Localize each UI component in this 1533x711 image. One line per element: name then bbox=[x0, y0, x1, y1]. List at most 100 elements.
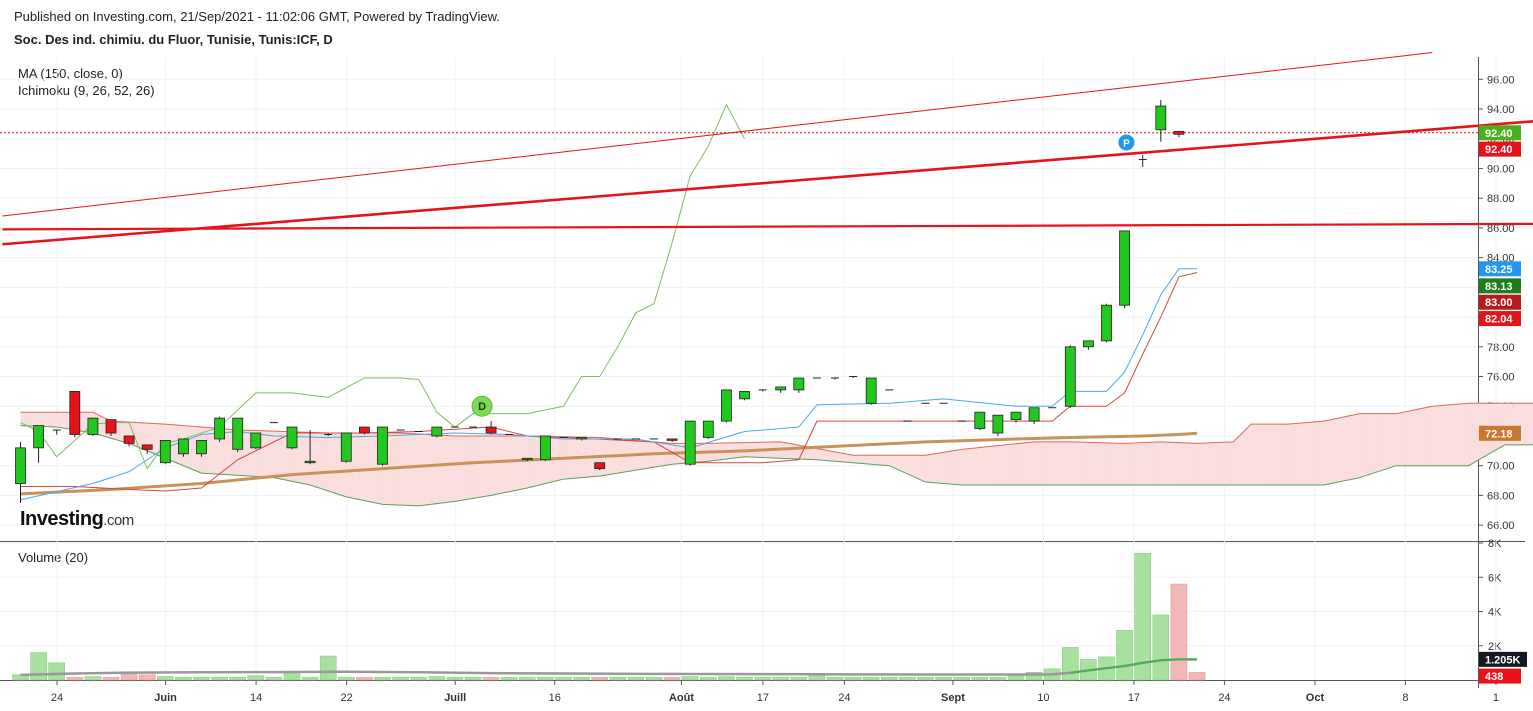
ichimoku-cloud-segment bbox=[1296, 422, 1306, 486]
price-badge-label: 83.13 bbox=[1485, 281, 1513, 293]
volume-tick-label: 4K bbox=[1488, 607, 1502, 619]
y-tick-label: 66.00 bbox=[1487, 520, 1515, 532]
ichimoku-cloud-segment bbox=[1133, 442, 1143, 486]
volume-bar bbox=[899, 677, 916, 681]
ichimoku-cloud-segment bbox=[1061, 441, 1071, 486]
ichimoku-legend[interactable]: Ichimoku (9, 26, 52, 26) bbox=[18, 83, 155, 98]
volume-bar bbox=[573, 677, 590, 681]
x-tick-label: 17 bbox=[1128, 692, 1140, 704]
x-tick-label: 24 bbox=[838, 692, 850, 704]
x-tick-label: 22 bbox=[340, 692, 352, 704]
volume-bar bbox=[48, 662, 66, 681]
candle-down bbox=[666, 438, 678, 441]
ichimoku-cloud-segment bbox=[445, 435, 455, 503]
ichimoku-cloud-segment bbox=[1459, 403, 1469, 466]
ichimoku-cloud-segment bbox=[301, 432, 311, 486]
ichimoku-cloud-segment bbox=[862, 455, 872, 465]
ichimoku-cloud-segment bbox=[1178, 442, 1188, 486]
ichimoku-cloud-segment bbox=[319, 432, 329, 491]
ichimoku-cloud-segment bbox=[934, 452, 944, 484]
volume-legend[interactable]: Volume (20) bbox=[18, 550, 89, 565]
x-tick-label: Sept bbox=[941, 692, 965, 704]
ichimoku-cloud-segment bbox=[500, 435, 510, 494]
ichimoku-cloud-segment bbox=[889, 455, 899, 470]
candle-down bbox=[1173, 130, 1185, 135]
ichimoku-cloud-segment bbox=[1287, 423, 1297, 486]
ichimoku-cloud-segment bbox=[979, 446, 989, 486]
candle-up bbox=[721, 389, 732, 422]
ichimoku-cloud-segment bbox=[1070, 441, 1080, 486]
ichimoku-cloud-segment bbox=[1233, 432, 1243, 486]
price-badge-label: 82.04 bbox=[1485, 314, 1513, 326]
volume-badge bbox=[1479, 668, 1521, 684]
ichimoku-cloud-segment bbox=[138, 422, 148, 451]
ichimoku-cloud-segment bbox=[1378, 413, 1388, 472]
ichimoku-cloud-segment bbox=[1396, 411, 1406, 466]
volume-bar bbox=[66, 677, 84, 681]
chikou-span bbox=[20, 104, 745, 470]
x-tick-label: Août bbox=[669, 692, 694, 704]
y-tick-label: 68.00 bbox=[1487, 490, 1515, 502]
volume-bar bbox=[301, 677, 319, 681]
volume-bar bbox=[30, 652, 47, 681]
x-tick-label: Oct bbox=[1306, 692, 1325, 704]
ichimoku-cloud-segment bbox=[970, 447, 980, 486]
volume-bar bbox=[229, 677, 246, 681]
ichimoku-cloud-segment bbox=[1016, 442, 1026, 486]
volume-bar bbox=[374, 677, 391, 681]
volume-bar bbox=[265, 677, 283, 681]
ichimoku-cloud-segment bbox=[952, 449, 962, 486]
ichimoku-cloud-segment bbox=[1450, 404, 1460, 466]
volume-bar bbox=[482, 677, 500, 681]
candle-up bbox=[196, 440, 207, 455]
volume-tick-label: 2K bbox=[1488, 641, 1502, 653]
ichimoku-cloud-segment bbox=[1106, 442, 1116, 486]
ichimoku-cloud-segment bbox=[853, 455, 863, 464]
price-badge bbox=[1479, 425, 1521, 441]
ma-legend[interactable]: MA (150, close, 0) bbox=[18, 66, 123, 81]
candle-up bbox=[159, 440, 171, 464]
candle-up bbox=[1101, 304, 1112, 342]
ichimoku-cloud-segment bbox=[807, 446, 817, 460]
candle-down bbox=[69, 390, 81, 435]
candle-up bbox=[974, 411, 986, 429]
investing-logo: Investing.com bbox=[20, 508, 134, 530]
candle-up bbox=[1064, 346, 1076, 407]
ichimoku-cloud-segment bbox=[1278, 424, 1288, 486]
ichimoku-cloud-segment bbox=[1151, 441, 1161, 486]
ichimoku-cloud-segment bbox=[509, 435, 519, 492]
volume-tick-label: 8K bbox=[1488, 538, 1502, 550]
x-tick-label: 14 bbox=[250, 692, 262, 704]
candle-up bbox=[286, 426, 298, 449]
candle-up bbox=[576, 437, 587, 440]
candle-up bbox=[214, 417, 226, 440]
volume-bar bbox=[464, 677, 482, 681]
ichimoku-cloud-segment bbox=[1432, 405, 1442, 466]
volume-bar bbox=[754, 677, 771, 681]
volume-bar bbox=[446, 677, 464, 681]
candle-up bbox=[1028, 407, 1040, 422]
ichimoku-cloud-segment bbox=[1332, 417, 1342, 484]
volume-bar bbox=[1062, 647, 1079, 681]
ichimoku-cloud-segment bbox=[473, 435, 483, 499]
candle-up bbox=[431, 426, 443, 437]
candle-down bbox=[123, 435, 135, 444]
ichimoku-cloud-segment bbox=[1124, 443, 1134, 486]
volume-bar bbox=[1188, 672, 1206, 681]
y-tick-label: 88.00 bbox=[1487, 193, 1515, 205]
volume-bar bbox=[862, 677, 880, 681]
pivot-marker-label: P bbox=[1123, 138, 1130, 149]
candle-up bbox=[377, 426, 388, 465]
ichimoku-cloud-segment bbox=[310, 432, 320, 488]
volume-bar bbox=[247, 675, 265, 681]
ichimoku-cloud-segment bbox=[147, 423, 157, 455]
ichimoku-cloud-segment bbox=[1522, 403, 1532, 445]
ichimoku-cloud-segment bbox=[454, 435, 464, 502]
ichimoku-cloud-segment bbox=[1142, 442, 1152, 486]
volume-bar bbox=[790, 677, 808, 681]
ichimoku-cloud-segment bbox=[1441, 404, 1451, 466]
dividend-marker bbox=[471, 395, 493, 417]
x-tick-label: 24 bbox=[1218, 692, 1230, 704]
ichimoku-cloud-segment bbox=[1197, 443, 1207, 486]
